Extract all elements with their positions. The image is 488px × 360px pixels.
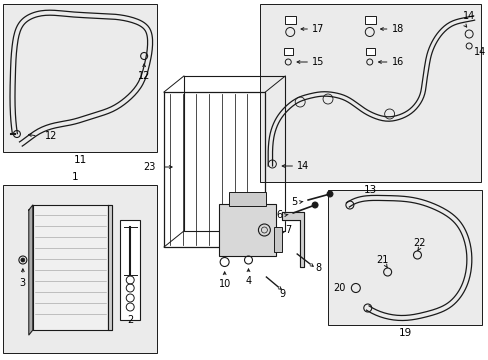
Text: 14: 14 (473, 47, 486, 57)
Bar (274, 227, 282, 252)
Circle shape (21, 258, 25, 262)
Polygon shape (108, 205, 112, 330)
Text: 23: 23 (143, 162, 156, 172)
Text: 14: 14 (462, 11, 474, 21)
Text: 12: 12 (44, 131, 57, 141)
Text: 7: 7 (285, 225, 291, 235)
Text: 17: 17 (311, 24, 324, 34)
Polygon shape (33, 205, 108, 330)
Text: 5: 5 (290, 197, 297, 207)
Text: 3: 3 (20, 278, 26, 288)
Polygon shape (29, 205, 33, 335)
Bar (120, 220, 140, 320)
Text: 6: 6 (276, 210, 282, 220)
Text: 16: 16 (391, 57, 403, 67)
Text: 11: 11 (73, 155, 86, 165)
Text: 8: 8 (314, 263, 321, 273)
Text: 10: 10 (218, 279, 230, 289)
Bar (364, 16, 375, 24)
Text: 1: 1 (72, 172, 78, 182)
Text: 15: 15 (311, 57, 324, 67)
Text: 4: 4 (245, 276, 251, 286)
Text: 19: 19 (398, 328, 411, 338)
Text: 2: 2 (127, 315, 133, 325)
Bar (365, 48, 374, 55)
Text: 12: 12 (138, 71, 150, 81)
Bar (327, 190, 481, 325)
Text: 20: 20 (333, 283, 345, 293)
Bar (3, 185, 157, 353)
Text: 18: 18 (391, 24, 403, 34)
Text: 9: 9 (279, 289, 285, 299)
Bar (228, 192, 266, 206)
Text: 21: 21 (376, 255, 388, 265)
Text: 13: 13 (364, 185, 377, 195)
Circle shape (311, 202, 317, 208)
Bar (260, 4, 480, 182)
Text: 22: 22 (412, 238, 425, 248)
Bar (285, 16, 296, 24)
Bar (284, 48, 293, 55)
Polygon shape (282, 212, 304, 267)
Bar (218, 204, 276, 256)
Text: 14: 14 (296, 161, 308, 171)
Bar (3, 4, 157, 152)
Circle shape (326, 191, 332, 197)
